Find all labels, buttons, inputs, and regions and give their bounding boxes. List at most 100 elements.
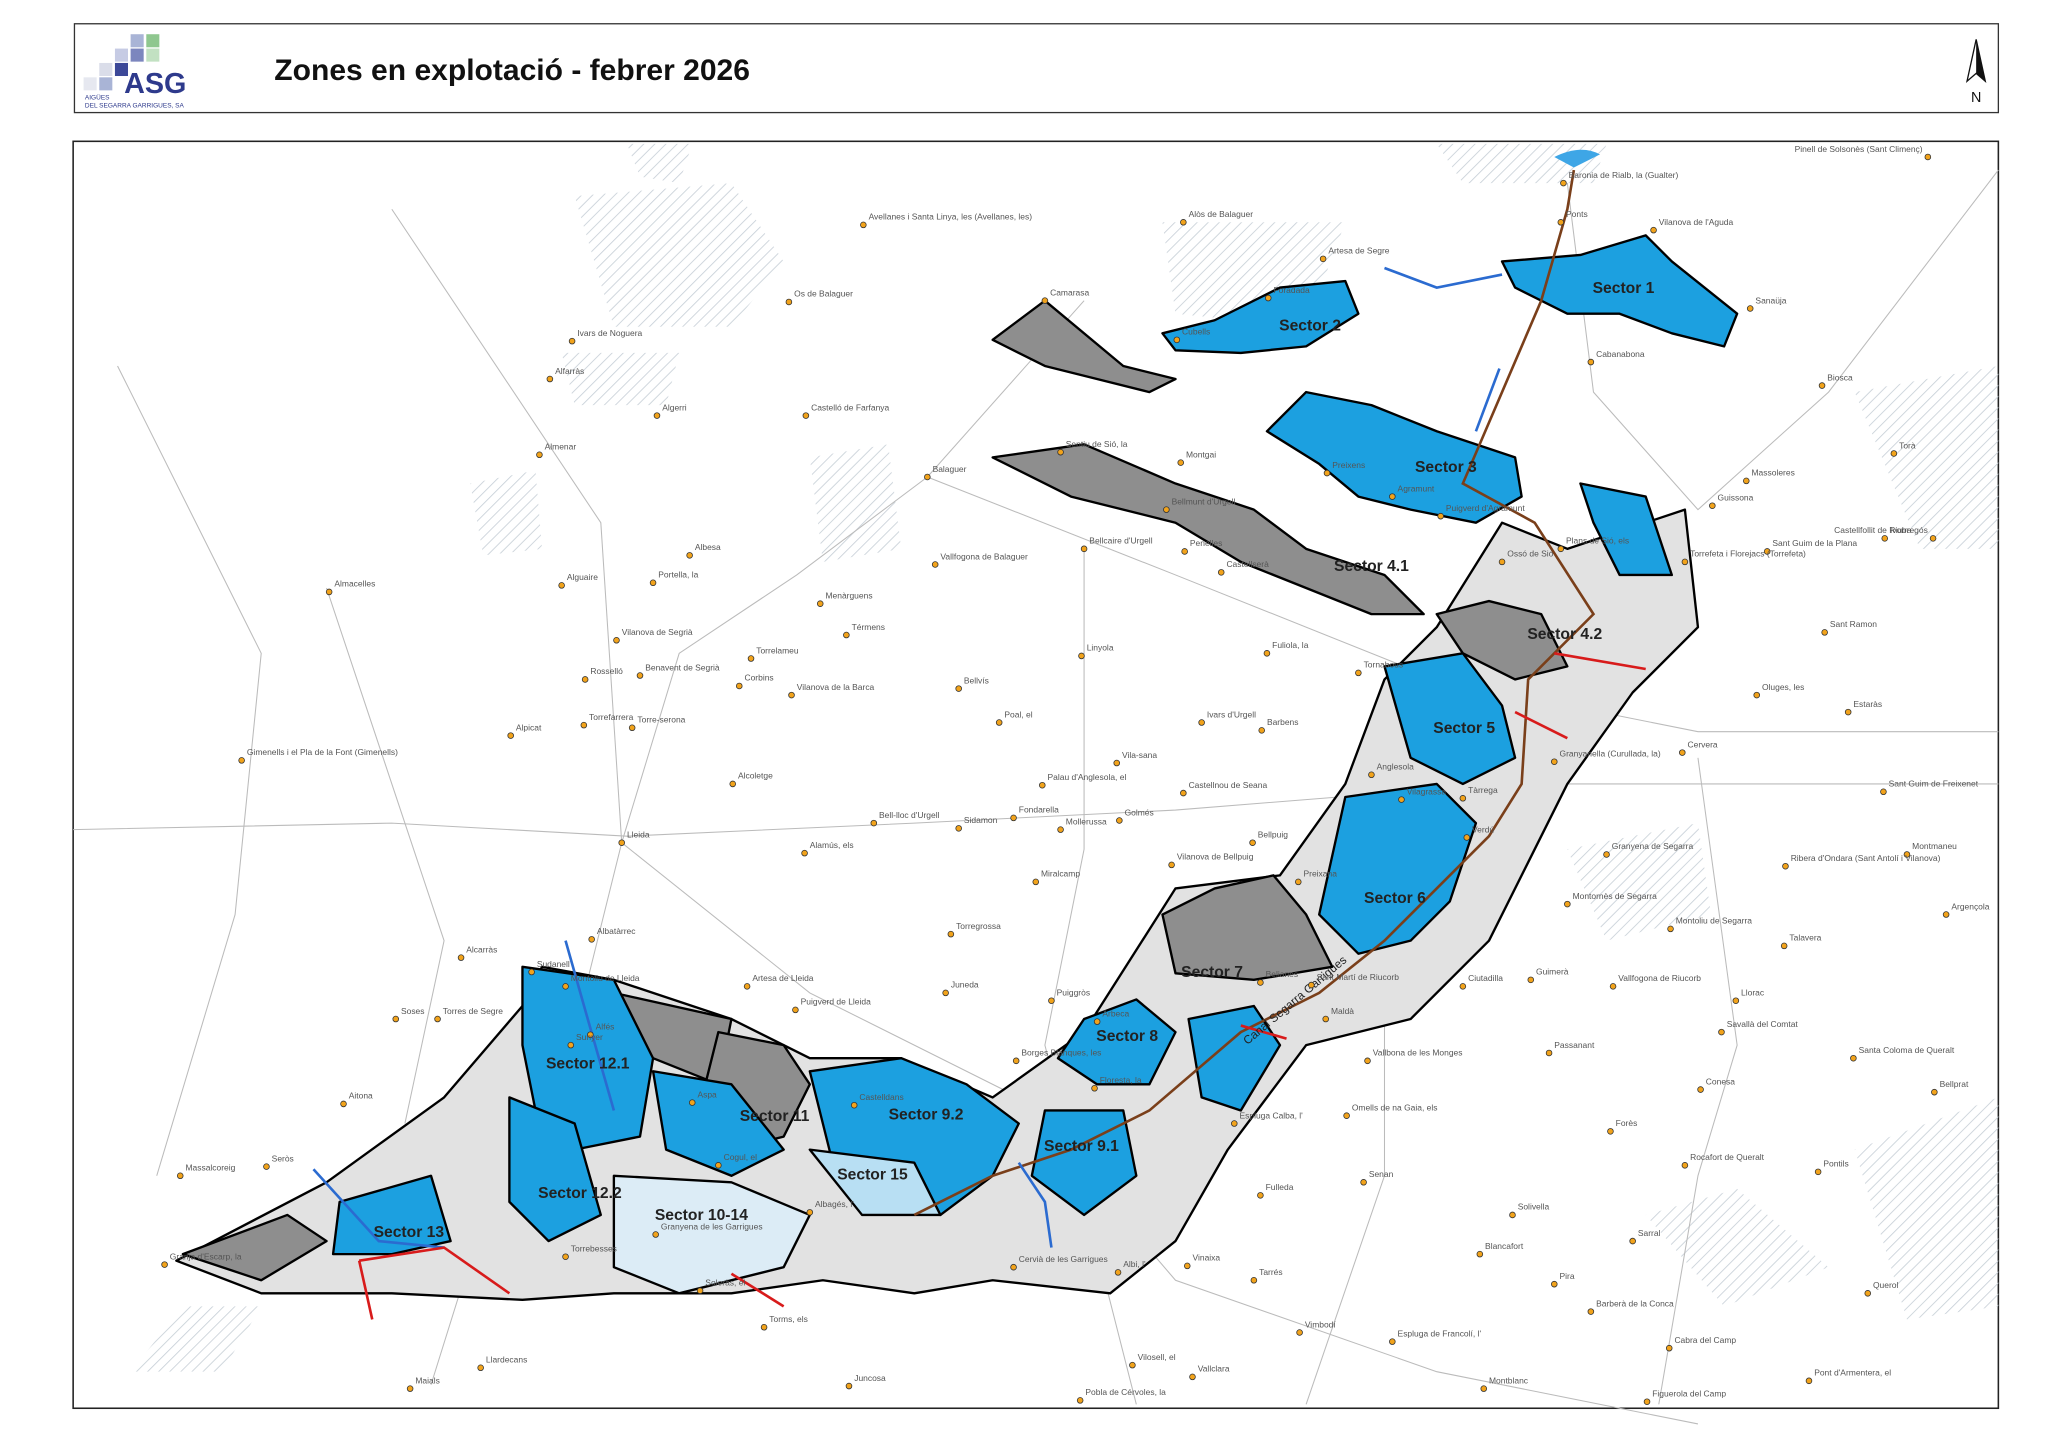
town-label: Savallà del Comtat [1727,1019,1799,1029]
town-marker [1180,789,1187,797]
town-marker [477,1364,484,1372]
town-marker [1322,1015,1329,1023]
town-marker [457,954,465,961]
town-label: Conesa [1706,1076,1735,1086]
town-marker [1057,448,1064,456]
town-marker [1217,569,1225,576]
town-label: Fuliola, la [1272,640,1309,650]
town-marker [1890,450,1898,457]
towns: Baronia de Rialb, la (Gualter) Pinell de … [161,144,1990,1405]
town-label: Llorac [1741,988,1765,998]
town-marker [760,1324,768,1331]
sector-label: Sector 8 [1096,1028,1158,1045]
town-label: Albagés, l' [815,1199,854,1209]
town-label: Gimenells i el Pla de la Font (Gimenells… [247,747,398,757]
town-label: Preixens [1332,460,1365,470]
town-marker [1296,1329,1303,1336]
town-label: Blancafort [1485,1241,1524,1251]
town-marker [1681,558,1689,566]
sector-label: Sector 9.1 [1044,1138,1119,1155]
town-marker [1249,839,1256,846]
town-marker [1389,1338,1396,1345]
town-label: Vilagrassa [1407,786,1447,796]
town-marker [1607,1128,1614,1135]
town-label: Albesa [695,542,721,552]
town-marker [860,221,867,229]
town-marker [1198,719,1205,726]
town-label: Bellcaire d'Urgell [1089,536,1152,546]
town-marker [568,337,576,345]
town-label: Agramunt [1398,483,1435,493]
town-marker [1551,1280,1558,1288]
town-label: Oluges, les [1762,682,1804,692]
town-marker [618,839,625,846]
town-label: Granyena de Segarra [1612,841,1694,851]
town-marker [628,724,636,732]
town-label: Passanant [1554,1040,1595,1050]
town-label: Argençola [1951,901,1989,911]
logo-text: ASG [124,68,186,100]
town-label: Bellpuig [1258,829,1288,839]
logo-line: AIGÜES [85,94,110,102]
town-marker [1181,548,1188,555]
reservoir [1554,149,1600,168]
town-label: Sanaüja [1755,295,1786,305]
town-label: Pont d'Armentera, el [1814,1368,1891,1378]
town-label: Santa Coloma de Queralt [1859,1045,1955,1055]
town-marker [1048,997,1055,1005]
town-marker [1189,1373,1196,1381]
town-label: Alguaire [567,572,598,582]
town-label: Torrebesses [571,1244,617,1254]
town-marker [1746,305,1754,312]
town-label: Albatàrrec [597,926,636,936]
town-label: Benavent de Segrià [645,662,720,672]
town-label: Torregrossa [956,921,1001,931]
town-label: Castellfollit de Riubregós [1834,525,1928,535]
town-marker [686,552,693,559]
town-marker [1821,629,1828,636]
sector-labels: Sector 1 Sector 2 Sector 3 Sector 4.1 Sector… [374,280,1655,1241]
town-label: Tarrés [1259,1267,1283,1277]
town-label: Barberà de la Conca [1596,1298,1674,1308]
town-marker [1250,1276,1258,1284]
town-marker [1718,1028,1725,1036]
town-label: Bellprat [1940,1079,1969,1089]
town-marker [1093,1018,1101,1025]
town-label: Alcarràs [466,944,497,954]
town-marker [843,631,850,639]
logo-line: DEL SEGARRA GARRIGUES, SA [85,102,185,109]
town-marker [1078,652,1085,660]
sector-label: Sector 11 [740,1108,810,1125]
town-label: Vilanova de l'Aguda [1659,217,1734,227]
town-label: Ivars d'Urgell [1207,709,1256,719]
town-marker [931,561,939,568]
town-label: Puigverd d'Agramunt [1446,503,1525,513]
town-label: Artesa de Lleida [752,973,813,983]
town-marker [558,582,565,589]
town-marker [1183,1262,1191,1270]
town-label: Alpicat [516,722,542,732]
town-label: Balaguer [933,464,967,474]
town-marker [652,1231,659,1238]
town-marker [507,732,514,739]
town-marker [1545,1049,1553,1057]
town-marker [1780,942,1788,950]
town-label: Foradada [1273,285,1310,295]
town-marker [1364,1057,1371,1065]
sector-label: Sector 13 [374,1224,445,1241]
town-marker [1753,691,1761,699]
town-marker [806,1209,814,1216]
town-marker [1041,297,1049,304]
town-marker [1039,781,1046,789]
town-marker [1459,795,1467,802]
town-label: Biosca [1827,372,1853,382]
town-label: Montornès de Segarra [1573,891,1658,901]
town-label: Montblanc [1489,1375,1529,1385]
town-marker [1168,861,1175,869]
town-marker [1864,1290,1872,1297]
town-label: Mollerussa [1066,816,1107,826]
town-marker [1924,153,1932,161]
north-label: N [1971,90,1981,106]
zones [175,234,1739,1302]
town-label: Ivorra [1890,525,1912,535]
